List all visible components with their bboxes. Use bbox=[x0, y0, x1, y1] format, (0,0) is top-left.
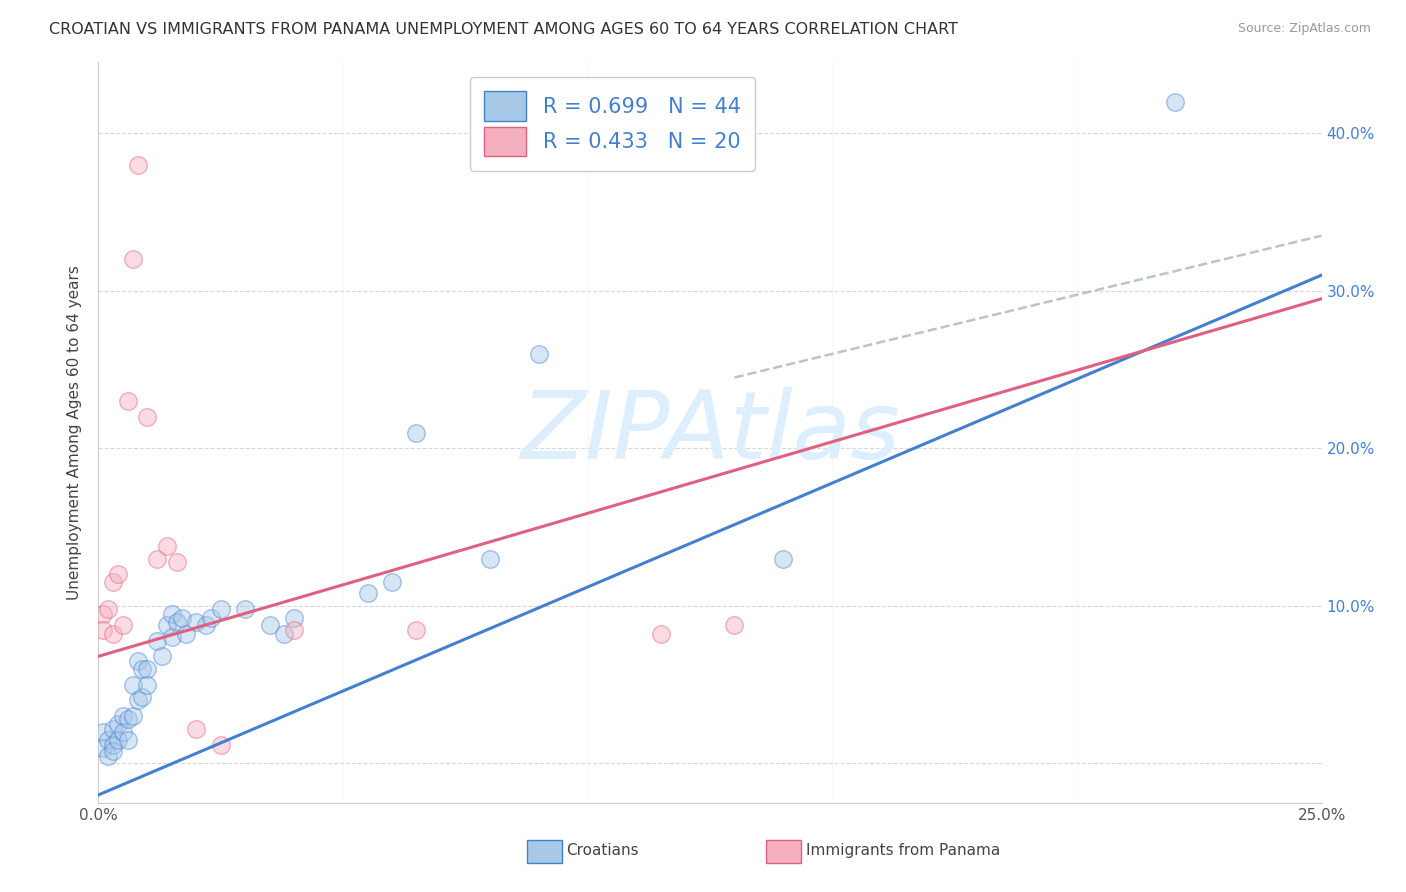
Text: Source: ZipAtlas.com: Source: ZipAtlas.com bbox=[1237, 22, 1371, 36]
Point bbox=[121, 709, 143, 723]
Point bbox=[160, 607, 183, 621]
Point bbox=[160, 631, 183, 645]
Point bbox=[209, 738, 232, 752]
Point bbox=[101, 575, 124, 590]
Point bbox=[97, 748, 120, 763]
Point bbox=[356, 586, 378, 600]
Point bbox=[772, 551, 794, 566]
Point bbox=[405, 623, 427, 637]
Text: Immigrants from Panama: Immigrants from Panama bbox=[806, 844, 1000, 858]
Point bbox=[176, 627, 198, 641]
Point bbox=[233, 602, 256, 616]
Point bbox=[97, 602, 120, 616]
Point bbox=[146, 551, 169, 566]
Point bbox=[273, 627, 295, 641]
Point bbox=[117, 712, 139, 726]
Point bbox=[111, 725, 134, 739]
Point bbox=[150, 649, 173, 664]
Point bbox=[107, 732, 129, 747]
Point bbox=[107, 567, 129, 582]
Point bbox=[259, 617, 281, 632]
Point bbox=[127, 693, 149, 707]
Point bbox=[111, 709, 134, 723]
Point bbox=[131, 690, 153, 705]
Point bbox=[101, 744, 124, 758]
Point bbox=[127, 158, 149, 172]
Point bbox=[209, 602, 232, 616]
Point bbox=[478, 551, 501, 566]
Y-axis label: Unemployment Among Ages 60 to 64 years: Unemployment Among Ages 60 to 64 years bbox=[67, 265, 83, 600]
Point bbox=[136, 409, 159, 424]
Point bbox=[405, 425, 427, 440]
Point bbox=[91, 725, 114, 739]
Point bbox=[111, 617, 134, 632]
Point bbox=[127, 654, 149, 668]
Point bbox=[195, 617, 218, 632]
Point bbox=[170, 611, 193, 625]
Text: CROATIAN VS IMMIGRANTS FROM PANAMA UNEMPLOYMENT AMONG AGES 60 TO 64 YEARS CORREL: CROATIAN VS IMMIGRANTS FROM PANAMA UNEMP… bbox=[49, 22, 959, 37]
Point bbox=[527, 347, 550, 361]
Point bbox=[186, 615, 208, 629]
Text: ZIPAtlas: ZIPAtlas bbox=[520, 387, 900, 478]
Point bbox=[166, 555, 188, 569]
Point bbox=[136, 678, 159, 692]
Point bbox=[91, 607, 114, 621]
Point bbox=[121, 252, 143, 267]
Point bbox=[107, 717, 129, 731]
Point bbox=[101, 738, 124, 752]
Point bbox=[186, 722, 208, 736]
Point bbox=[156, 617, 179, 632]
Point bbox=[121, 678, 143, 692]
Point bbox=[283, 623, 305, 637]
Point bbox=[166, 615, 188, 629]
Point bbox=[117, 394, 139, 409]
Point bbox=[723, 617, 745, 632]
Point bbox=[136, 662, 159, 676]
Point bbox=[91, 623, 114, 637]
Point bbox=[381, 575, 404, 590]
Point bbox=[650, 627, 672, 641]
Legend: R = 0.699   N = 44, R = 0.433   N = 20: R = 0.699 N = 44, R = 0.433 N = 20 bbox=[470, 77, 755, 171]
Point bbox=[131, 662, 153, 676]
Point bbox=[91, 740, 114, 755]
Point bbox=[200, 611, 222, 625]
Point bbox=[1164, 95, 1187, 109]
Point bbox=[283, 611, 305, 625]
Point bbox=[101, 627, 124, 641]
Point bbox=[97, 732, 120, 747]
Text: Croatians: Croatians bbox=[567, 844, 640, 858]
Point bbox=[156, 539, 179, 553]
Point bbox=[146, 633, 169, 648]
Point bbox=[101, 722, 124, 736]
Point bbox=[117, 732, 139, 747]
